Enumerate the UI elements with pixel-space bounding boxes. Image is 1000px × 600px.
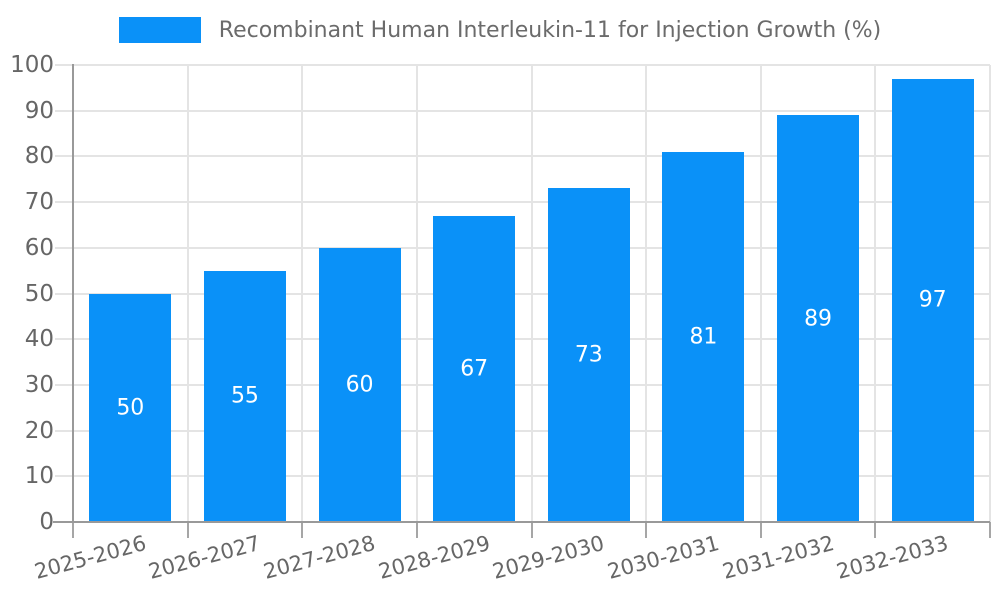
gridline-horizontal (55, 155, 990, 158)
bar: 73 (547, 188, 630, 522)
x-axis-tick-label: 2027-2028 (260, 531, 378, 584)
bar-value-label: 50 (116, 395, 145, 421)
bar: 89 (777, 115, 860, 522)
bar-value-label: 89 (804, 306, 833, 332)
legend-swatch (118, 17, 201, 43)
x-axis-tick-label: 2028-2029 (375, 531, 493, 584)
x-tick-mark (530, 522, 533, 538)
gridline-horizontal (55, 292, 990, 295)
gridline-vertical (759, 65, 762, 522)
gridline-horizontal (55, 383, 990, 386)
gridline-horizontal (55, 201, 990, 204)
gridline-vertical (530, 65, 533, 522)
bar-value-label: 81 (689, 324, 718, 350)
gridline-horizontal (55, 475, 990, 478)
bar: 81 (662, 151, 745, 522)
x-tick-mark (301, 522, 304, 538)
y-axis-tick-label: 0 (39, 509, 54, 535)
chart-legend: Recombinant Human Interleukin-11 for Inj… (0, 17, 1000, 43)
x-axis-tick-label: 2026-2027 (146, 531, 264, 584)
gridline-vertical (989, 65, 991, 522)
x-tick-mark (72, 522, 74, 538)
gridline-horizontal (55, 338, 990, 341)
gridline-vertical (301, 65, 304, 522)
gridline-horizontal (55, 109, 990, 112)
y-axis-tick-label: 30 (24, 371, 54, 398)
bar: 55 (203, 270, 286, 522)
bar-value-label: 97 (918, 287, 947, 313)
y-axis-tick-label: 10 (24, 463, 54, 490)
gridline-horizontal (55, 64, 990, 66)
gridline-horizontal (55, 429, 990, 432)
legend-label: Recombinant Human Interleukin-11 for Inj… (218, 17, 882, 43)
bar: 50 (89, 293, 172, 522)
x-axis-tick-label: 2029-2030 (490, 531, 608, 584)
gridline-vertical (186, 65, 189, 522)
bar: 97 (891, 78, 974, 522)
y-axis-tick-label: 100 (10, 52, 54, 78)
y-axis-tick-label: 90 (24, 97, 54, 124)
gridline-vertical (415, 65, 418, 522)
x-tick-mark (989, 522, 991, 538)
y-axis-tick-label: 50 (24, 280, 54, 307)
x-axis-tick-label: 2032-2033 (834, 531, 951, 584)
gridline-vertical (645, 65, 648, 522)
y-axis-tick-label: 40 (24, 326, 54, 353)
y-axis-tick-label: 60 (24, 234, 54, 261)
bar-value-label: 67 (460, 356, 489, 382)
y-axis-tick-label: 70 (24, 189, 54, 216)
bar: 67 (433, 215, 516, 522)
gridline-horizontal (55, 246, 990, 249)
x-axis-tick-label: 2031-2032 (719, 531, 837, 584)
y-axis-tick-label: 20 (24, 417, 54, 444)
gridline-vertical (874, 65, 877, 522)
bar: 60 (318, 247, 401, 522)
y-axis-line (72, 64, 74, 523)
bar-value-label: 60 (345, 372, 374, 398)
x-tick-mark (759, 522, 762, 538)
x-tick-mark (874, 522, 877, 538)
x-axis-tick-label: 2030-2031 (604, 531, 722, 584)
bar-value-label: 73 (574, 342, 603, 368)
bar-value-label: 55 (230, 383, 259, 409)
x-axis-line (53, 521, 990, 523)
y-axis-tick-label: 80 (24, 143, 54, 170)
x-tick-mark (415, 522, 418, 538)
x-tick-mark (645, 522, 648, 538)
x-axis-tick-label: 2025-2026 (31, 531, 149, 584)
x-tick-mark (186, 522, 189, 538)
